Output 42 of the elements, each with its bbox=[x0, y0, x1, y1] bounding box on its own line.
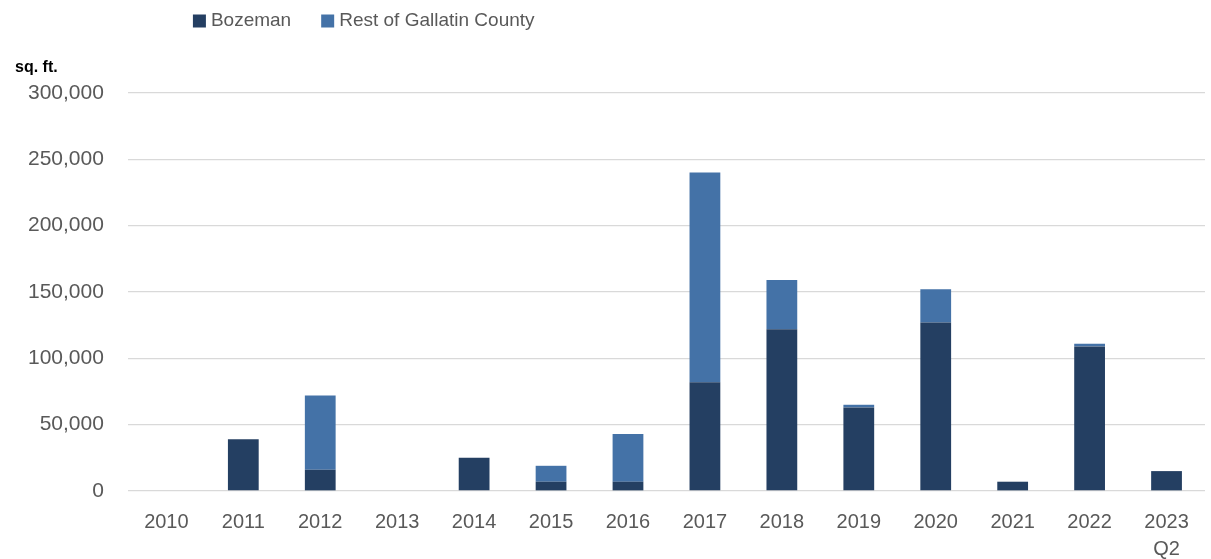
y-tick-label: 250,000 bbox=[27, 146, 104, 170]
x-tick-label: 2020 bbox=[913, 510, 958, 533]
bar bbox=[458, 457, 490, 491]
x-tick-label: 2017 bbox=[682, 510, 728, 533]
bar bbox=[920, 322, 952, 491]
bar bbox=[689, 172, 721, 383]
y-tick-label: 0 bbox=[92, 477, 104, 501]
bar bbox=[1151, 471, 1182, 491]
x-tick-label: 2021 bbox=[990, 510, 1035, 533]
x-tick-label: 2011 bbox=[221, 510, 265, 533]
x-tick-label: 2012 bbox=[298, 510, 343, 533]
x-tick-label: 2019 bbox=[836, 510, 882, 533]
y-tick-label: 50,000 bbox=[39, 411, 104, 435]
bar bbox=[766, 329, 798, 491]
x-tick-label: 2015 bbox=[528, 510, 574, 533]
y-axis-title: sq. ft. bbox=[15, 58, 58, 76]
x-tick-label: 2010 bbox=[144, 510, 189, 533]
bar bbox=[689, 382, 721, 491]
bar bbox=[612, 433, 644, 482]
bar bbox=[304, 469, 336, 491]
y-tick-label: 200,000 bbox=[27, 212, 104, 236]
bar bbox=[920, 289, 952, 323]
bar bbox=[535, 481, 567, 491]
bar bbox=[766, 280, 798, 330]
x-tick-label: 2018 bbox=[759, 510, 805, 533]
x-tick-label: 2013 bbox=[374, 510, 420, 533]
y-tick-label: 300,000 bbox=[27, 79, 104, 103]
x-tick-label: 2022 bbox=[1067, 510, 1112, 533]
y-tick-label: 150,000 bbox=[27, 278, 104, 302]
bar bbox=[997, 481, 1029, 491]
bar bbox=[1074, 346, 1105, 491]
bar bbox=[612, 481, 644, 491]
legend-label: Rest of Gallatin County bbox=[339, 9, 536, 31]
bar bbox=[304, 395, 336, 470]
bar bbox=[843, 407, 875, 491]
bar bbox=[227, 439, 259, 491]
legend-label: Bozeman bbox=[210, 9, 292, 31]
x-tick-label: 2014 bbox=[451, 510, 497, 533]
y-tick-label: 100,000 bbox=[27, 345, 104, 369]
bar bbox=[535, 465, 567, 482]
x-tick-label: 2016 bbox=[605, 510, 651, 533]
x-tick-label: 2023 Q2 bbox=[1144, 510, 1189, 559]
